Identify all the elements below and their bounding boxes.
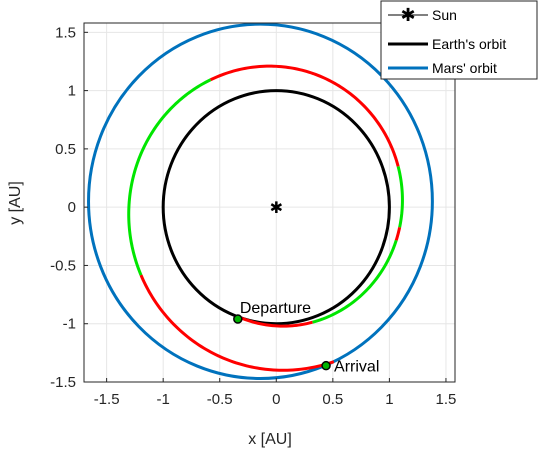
trajectory-segment-thrust	[127, 78, 212, 276]
legend-box	[380, 0, 538, 80]
y-tick-label: 1	[68, 83, 76, 100]
legend: ✱ Sun Earth's orbit Mars' orbit	[380, 0, 538, 80]
mars-orbit-line	[87, 23, 434, 380]
y-tick-label: 0.5	[55, 141, 76, 158]
x-tick-label: 1.5	[436, 391, 457, 408]
trajectory-segment-coast	[394, 226, 402, 241]
legend-label-sun: Sun	[432, 7, 457, 23]
annotation-marker-departure	[233, 314, 243, 324]
trajectory-segment-coast	[240, 316, 313, 328]
trajectory-segment-thrust	[396, 166, 404, 228]
x-tick-label: -1.5	[94, 391, 120, 408]
trajectory-segment-coast	[209, 64, 400, 167]
series-layer: ✱	[87, 23, 434, 380]
x-tick-label: 0	[272, 391, 280, 408]
trajectory-segment-coast	[139, 274, 335, 372]
y-tick-label: 0	[68, 199, 76, 216]
sun-marker: ✱	[270, 198, 283, 217]
y-axis-label: y [AU]	[7, 181, 24, 225]
trajectory-segment-thrust	[312, 239, 398, 324]
annotation-label-departure: Departure	[240, 300, 311, 317]
legend-item-earth-orbit: Earth's orbit	[388, 36, 506, 52]
plot-frame	[83, 22, 456, 383]
legend-label-mars-orbit: Mars' orbit	[432, 60, 497, 76]
annotation-marker-arrival	[321, 360, 331, 371]
x-tick-label: 1	[385, 391, 393, 408]
y-tick-label: -1	[63, 316, 76, 333]
x-tick-label: 0.5	[322, 391, 343, 408]
legend-item-mars-orbit: Mars' orbit	[388, 60, 497, 76]
legend-label-earth-orbit: Earth's orbit	[432, 36, 506, 52]
y-tick-label: -1.5	[50, 374, 76, 391]
tick-labels: -1.5 -1 -0.5 0 0.5 1 1.5 1.5 1 0.5 0 -0.5 -1 -1.5	[50, 24, 456, 408]
x-tick-label: -0.5	[207, 391, 233, 408]
x-tick-label: -1	[157, 391, 170, 408]
earth-orbit-line	[161, 89, 391, 326]
y-tick-label: -0.5	[50, 257, 76, 274]
legend-item-sun: ✱ Sun	[388, 5, 457, 26]
y-tick-label: 1.5	[55, 24, 76, 41]
x-axis-label: x [AU]	[248, 431, 292, 448]
annotations: Departure Arrival	[233, 300, 379, 376]
legend-marker-sun: ✱	[400, 5, 415, 26]
annotation-label-arrival: Arrival	[334, 359, 379, 376]
